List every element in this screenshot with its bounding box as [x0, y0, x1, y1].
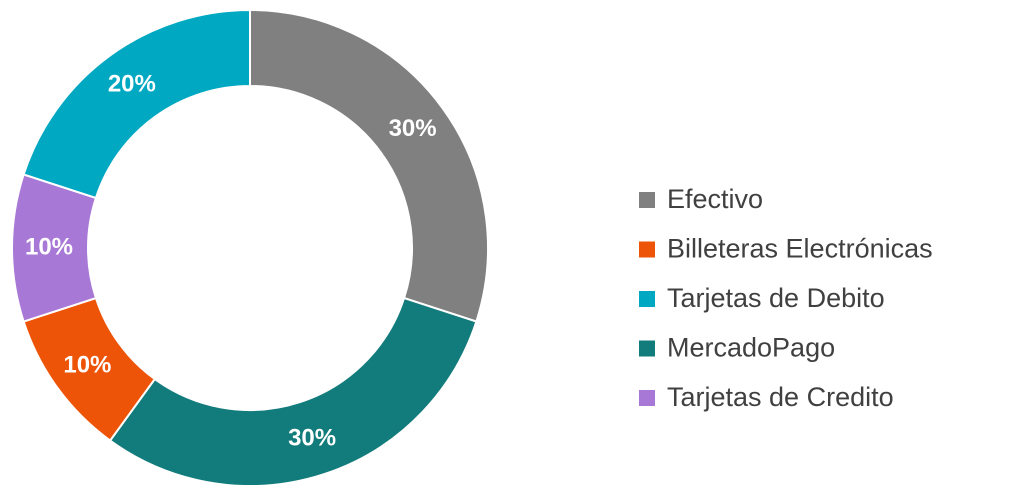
legend-label: MercadoPago — [667, 333, 835, 363]
legend-label: Billeteras Electrónicas — [667, 234, 933, 264]
legend-swatch — [639, 390, 655, 406]
legend-label: Efectivo — [667, 184, 763, 214]
data-label: 20% — [108, 71, 156, 98]
legend-swatch — [639, 192, 655, 208]
legend-swatch — [639, 340, 655, 357]
data-label: 30% — [288, 425, 336, 452]
legend-swatch — [639, 291, 655, 307]
donut-segment — [22, 8, 251, 200]
data-label: 10% — [25, 233, 73, 260]
legend-swatch — [639, 241, 655, 258]
legend-label: Tarjetas de Credito — [667, 382, 894, 412]
legend-label: Tarjetas de Debito — [667, 283, 885, 313]
donut-segment — [249, 8, 489, 323]
data-label: 30% — [389, 115, 437, 142]
data-label: 10% — [63, 351, 111, 378]
donut-segment — [108, 296, 478, 485]
